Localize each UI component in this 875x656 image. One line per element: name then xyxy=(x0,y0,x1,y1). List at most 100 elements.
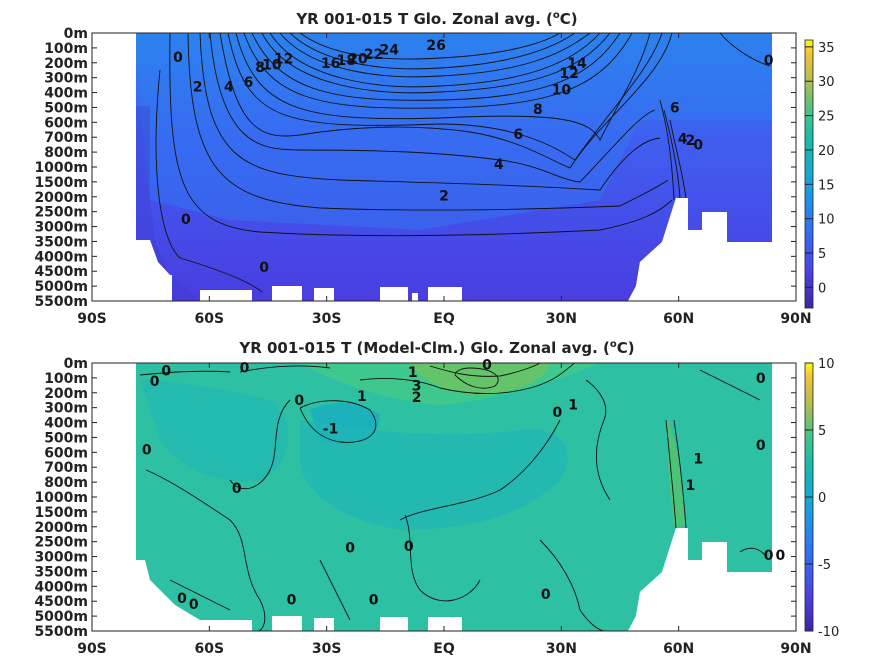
top-y-tick-label: 4000m xyxy=(34,249,88,265)
bottom-contour-label: 0 xyxy=(287,593,297,609)
bottom-contour-label: 1 xyxy=(568,398,578,414)
top-contour-label: 6 xyxy=(513,127,523,143)
top-x-tick-label: EQ xyxy=(433,311,455,327)
top-contour-label: 0 xyxy=(181,212,191,228)
bottom-y-tick-label: 2500m xyxy=(34,535,88,551)
bottom-colorbar-ticks: 10 5 0 -5 -10 xyxy=(805,357,839,640)
bottom-contour-label: 0 xyxy=(553,405,563,421)
bottom-contour-label: 0 xyxy=(541,587,551,603)
top-y-tick-label: 300m xyxy=(44,71,88,87)
top-contour-label: 26 xyxy=(426,38,445,54)
top-y-tick-label: 700m xyxy=(44,130,88,146)
top-y-tick-label: 400m xyxy=(44,86,88,102)
top-y-ticks: 0m100m200m300m400m500m600m700m800m1000m1… xyxy=(34,26,796,310)
bottom-contour-label: 3 xyxy=(412,378,422,394)
bottom-contour-label: 0 xyxy=(482,357,492,373)
top-y-tick-label: 500m xyxy=(44,100,88,116)
top-colorbar-tick-label: 30 xyxy=(818,75,835,90)
bottom-contour-label: 0 xyxy=(161,363,171,379)
bottom-colorbar-tick-label: 0 xyxy=(818,491,826,506)
top-x-tick-label: 90N xyxy=(780,311,811,327)
bottom-y-tick-label: 2000m xyxy=(34,520,88,536)
top-x-tick-label: 30S xyxy=(312,311,342,327)
bottom-x-tick-label: 90N xyxy=(780,641,811,656)
bottom-contour-label: 0 xyxy=(369,593,379,609)
bottom-x-tick-label: 60N xyxy=(663,641,694,656)
top-contour-label: 0 xyxy=(173,50,183,66)
bottom-y-tick-label: 5000m xyxy=(34,609,88,625)
bottom-x-ticks: 90S 60S 30S EQ 30N 60N 90N xyxy=(77,363,812,656)
top-x-tick-label: 90S xyxy=(77,311,107,327)
top-colorbar-tick-label: 10 xyxy=(818,213,835,228)
bottom-contour-label: 0 xyxy=(775,548,785,564)
bottom-contour-label: 0 xyxy=(177,591,187,607)
bottom-contour-label: 0 xyxy=(764,548,774,564)
top-contour-label: 4 xyxy=(494,157,504,173)
top-contour-label: 8 xyxy=(255,60,265,76)
top-contour-label: 8 xyxy=(533,102,543,118)
top-colorbar-tick-label: 0 xyxy=(818,281,826,296)
top-y-tick-label: 800m xyxy=(44,145,88,161)
bottom-colorbar-tick-label: -10 xyxy=(818,625,839,640)
bottom-y-tick-label: 100m xyxy=(44,371,88,387)
top-colorbar-tick-label: 25 xyxy=(818,110,835,125)
top-y-tick-label: 5000m xyxy=(34,279,88,295)
bottom-contour-label: -1 xyxy=(323,422,339,438)
bottom-x-tick-label: 30N xyxy=(546,641,577,656)
bottom-contour-label: 0 xyxy=(404,539,414,555)
bottom-field xyxy=(92,363,796,631)
top-contour-label: 22 xyxy=(364,47,383,63)
top-contour-label: 12 xyxy=(559,66,578,82)
bottom-contour-label: 0 xyxy=(756,438,766,454)
top-contours xyxy=(155,33,771,293)
bottom-y-tick-label: 600m xyxy=(44,445,88,461)
bottom-y-tick-label: 3000m xyxy=(34,550,88,566)
bottom-y-tick-label: 3500m xyxy=(34,564,88,580)
bottom-contour-label: 0 xyxy=(756,371,766,387)
bottom-contour-label: 0 xyxy=(345,541,355,557)
bottom-contour-label: 1 xyxy=(686,478,696,494)
bottom-contour-label: 0 xyxy=(240,360,250,376)
bottom-y-tick-label: 4500m xyxy=(34,594,88,610)
bottom-x-tick-label: 60S xyxy=(195,641,225,656)
bottom-y-tick-label: 800m xyxy=(44,475,88,491)
top-colorbar xyxy=(804,39,814,309)
bottom-colorbar-tick-label: -5 xyxy=(818,558,831,573)
top-contour-label: 24 xyxy=(380,42,400,58)
bottom-y-tick-label: 1500m xyxy=(34,505,88,521)
top-contour-label: 6 xyxy=(244,75,254,91)
top-colorbar-ticks: 35 30 25 20 15 10 5 0 xyxy=(805,41,835,296)
top-y-tick-label: 4500m xyxy=(34,264,88,280)
bottom-y-tick-label: 200m xyxy=(44,386,88,402)
top-y-tick-label: 2500m xyxy=(34,205,88,221)
top-y-tick-label: 200m xyxy=(44,56,88,72)
bottom-y-ticks: 0m100m200m300m400m500m600m700m800m1000m1… xyxy=(34,356,796,640)
top-colorbar-tick-label: 20 xyxy=(818,144,835,159)
top-contour-label: 2 xyxy=(193,80,203,96)
top-x-tick-label: 60N xyxy=(663,311,694,327)
bottom-contour-label: 1 xyxy=(357,389,367,405)
top-y-tick-label: 5500m xyxy=(34,294,88,310)
bottom-contour-label: 0 xyxy=(150,374,160,390)
bottom-x-tick-label: 90S xyxy=(77,641,107,656)
top-colorbar-tick-label: 35 xyxy=(818,41,835,56)
top-y-tick-label: 3500m xyxy=(34,234,88,250)
top-contour-label: 2 xyxy=(439,188,449,204)
top-x-ticks: 90S 60S 30S EQ 30N 60N 90N xyxy=(77,33,812,327)
bottom-contour-label: 1 xyxy=(693,451,703,467)
bottom-x-tick-label: 30S xyxy=(312,641,342,656)
top-contour-label: 0 xyxy=(693,138,703,154)
bottom-x-tick-label: EQ xyxy=(433,641,455,656)
top-contour-label: 12 xyxy=(274,51,293,67)
top-contour-label: 20 xyxy=(348,51,368,67)
top-contour-label: 18 xyxy=(336,53,355,69)
bottom-y-tick-label: 1000m xyxy=(34,490,88,506)
bottom-contour-label: 0 xyxy=(294,393,304,409)
top-y-tick-label: 600m xyxy=(44,115,88,131)
top-y-tick-label: 1500m xyxy=(34,175,88,191)
bottom-y-tick-label: 500m xyxy=(44,430,88,446)
bottom-y-tick-label: 0m xyxy=(64,356,88,372)
top-contour-label: 4 xyxy=(678,132,688,148)
